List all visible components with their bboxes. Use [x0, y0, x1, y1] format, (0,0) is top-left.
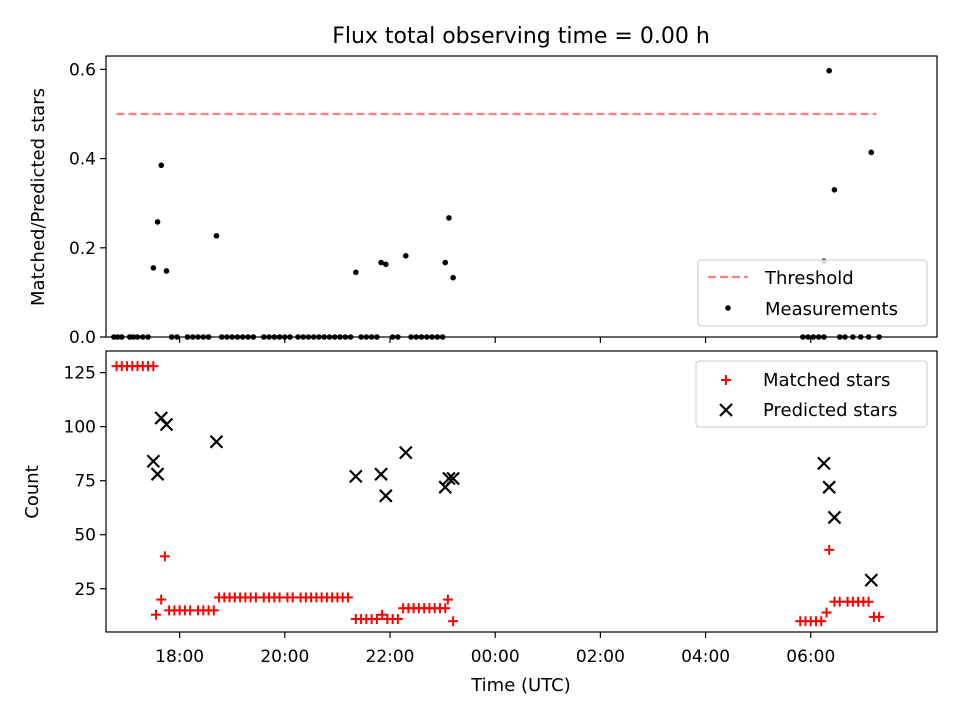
measurement-point [150, 265, 157, 271]
bottom-y-tick-label: 125 [64, 364, 96, 384]
measurement-point [831, 187, 838, 193]
measurement-point [378, 259, 384, 266]
top-chart-title: Flux total observing time = 0.00 h [332, 24, 710, 49]
predicted-star-point [817, 456, 831, 471]
top-plot-frame [105, 55, 938, 338]
x-tick-label: 22:00 [366, 647, 415, 667]
measurement-point [158, 162, 165, 169]
matched-star-point [440, 603, 451, 614]
matched-star-point [448, 616, 459, 627]
bottom-legend-box [695, 360, 928, 428]
matched-star-point [148, 361, 159, 372]
top-y-axis-label: Matched/Predicted stars [28, 88, 49, 306]
x-tick-label: 18:00 [155, 647, 204, 667]
predicted-star-point [209, 435, 224, 449]
x-tick-label: 06:00 [786, 647, 835, 667]
matched-star-point [159, 551, 170, 562]
bottom-y-axis-label: Count [22, 465, 43, 518]
x-axis-label: Time (UTC) [470, 675, 571, 696]
x-tick-label: 04:00 [681, 647, 730, 667]
bottom-plot-area: 25 50 75 100 125 18:00 20:00 22:00 00:00 02:00 04:… [64, 350, 938, 667]
bottom-legend: Matched stars Predicted stars [695, 360, 928, 428]
legend-threshold-label: Threshold [764, 268, 854, 289]
measurement-point [446, 215, 452, 221]
top-legend: Threshold Measurements [697, 259, 928, 327]
measurement-point [154, 219, 161, 225]
matched-star-point [156, 594, 167, 605]
matched-star-point [824, 544, 835, 555]
measurement-point [450, 274, 456, 281]
measurement-point [383, 261, 389, 268]
top-y-tick-label: 0.2 [69, 239, 96, 259]
matched-star-point [874, 611, 885, 622]
predicted-star-point [446, 471, 460, 486]
legend-measurements-label: Measurements [765, 299, 898, 320]
predicted-star-point [379, 489, 393, 503]
predicted-star-point [822, 480, 836, 494]
measurement-point [353, 269, 359, 276]
predicted-star-point [159, 417, 174, 432]
measurement-point [868, 149, 875, 156]
matched-star-point [392, 614, 403, 625]
measurement-point [402, 253, 409, 259]
legend-predicted-swatch [719, 403, 733, 417]
predicted-star-point [442, 471, 456, 486]
matched-star-point [863, 596, 874, 607]
matched-star-point [816, 616, 827, 627]
predicted-star-point [150, 467, 165, 481]
legend-predicted-label: Predicted stars [763, 400, 897, 421]
x-tick-label: 02:00 [576, 647, 625, 667]
legend-measurements-swatch [725, 305, 731, 311]
predicted-star-point [349, 469, 363, 484]
matched-star-point [442, 594, 453, 605]
bottom-y-tick-label: 75 [74, 472, 96, 492]
legend-matched-label: Matched stars [763, 370, 890, 391]
legend-matched-swatch [721, 375, 731, 385]
bottom-y-tick-label: 50 [74, 526, 96, 546]
predicted-star-point [146, 454, 161, 469]
matched-star-point [342, 592, 353, 603]
top-legend-box [697, 259, 928, 327]
measurement-point [163, 268, 170, 274]
matched-star-point [150, 609, 161, 620]
predicted-star-point [374, 467, 388, 481]
bottom-y-tick-label: 100 [64, 418, 96, 438]
top-y-tick-label: 0.4 [69, 150, 96, 170]
bottom-plot-frame [105, 350, 938, 633]
x-tick-label: 20:00 [260, 647, 309, 667]
measurement-point [826, 67, 832, 74]
predicted-star-point [827, 510, 842, 525]
top-y-tick-label: 0.0 [69, 328, 96, 348]
top-plot-area: 0.0 0.2 0.4 0.6 Threshold Measurements [69, 55, 938, 348]
measurement-point [442, 259, 449, 266]
matched-star-point [821, 607, 832, 618]
predicted-star-point [864, 573, 879, 587]
predicted-star-point [399, 445, 413, 460]
matched-star-point [208, 605, 219, 616]
x-tick-label: 00:00 [471, 647, 520, 667]
bottom-y-tick-label: 25 [74, 580, 96, 600]
matched-star-point [371, 614, 382, 625]
measurement-point [213, 232, 220, 239]
top-y-tick-label: 0.6 [69, 60, 96, 80]
matched-star-point [377, 609, 388, 620]
